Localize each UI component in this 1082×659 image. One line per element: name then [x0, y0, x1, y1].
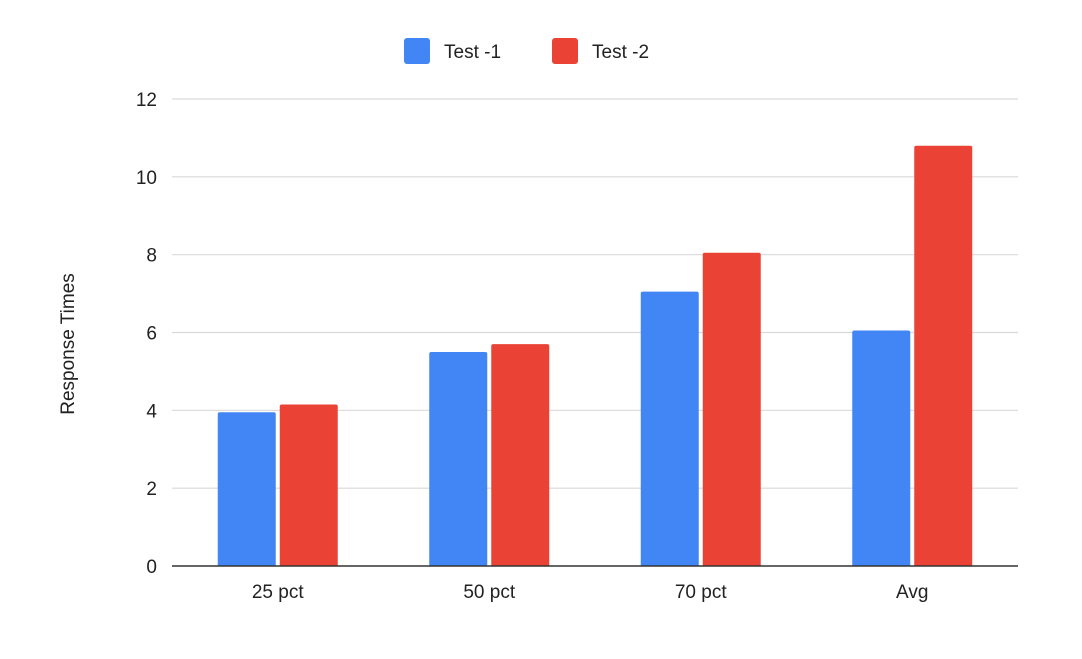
x-tick-label: 25 pct	[252, 582, 304, 603]
bar-test-2-avg	[914, 145, 973, 566]
y-axis-title: Response Times	[58, 273, 79, 415]
legend-item: Test -2	[552, 38, 649, 64]
y-tick-label: 4	[146, 401, 157, 422]
bar-test-2-70-pct	[702, 252, 761, 567]
y-tick-labels: 0 2 4 6 8 10 12	[136, 90, 158, 578]
bar-test-2-50-pct	[491, 344, 550, 566]
x-tick-label: 50 pct	[463, 582, 515, 603]
legend: Test -1 Test -2	[404, 38, 649, 64]
legend-swatch	[552, 38, 578, 64]
bars	[217, 145, 973, 567]
bar-test-1-avg	[852, 330, 911, 566]
y-tick-label: 8	[146, 246, 157, 267]
legend-swatch	[404, 38, 430, 64]
bar-test-1-70-pct	[640, 291, 699, 566]
legend-label: Test -1	[444, 42, 501, 63]
y-tick-label: 10	[136, 168, 157, 189]
bar-test-2-25-pct	[279, 404, 338, 566]
x-tick-label: 70 pct	[675, 582, 727, 603]
y-tick-label: 0	[146, 557, 157, 578]
legend-label: Test -2	[592, 42, 649, 63]
y-tick-label: 6	[146, 324, 157, 345]
y-tick-label: 12	[136, 90, 157, 111]
bar-test-1-25-pct	[217, 412, 276, 566]
bar-test-1-50-pct	[429, 351, 488, 566]
legend-item: Test -1	[404, 38, 501, 64]
x-tick-label: Avg	[896, 582, 928, 603]
y-tick-label: 2	[146, 479, 157, 500]
x-tick-labels: 25 pct 50 pct 70 pct Avg	[252, 582, 929, 603]
